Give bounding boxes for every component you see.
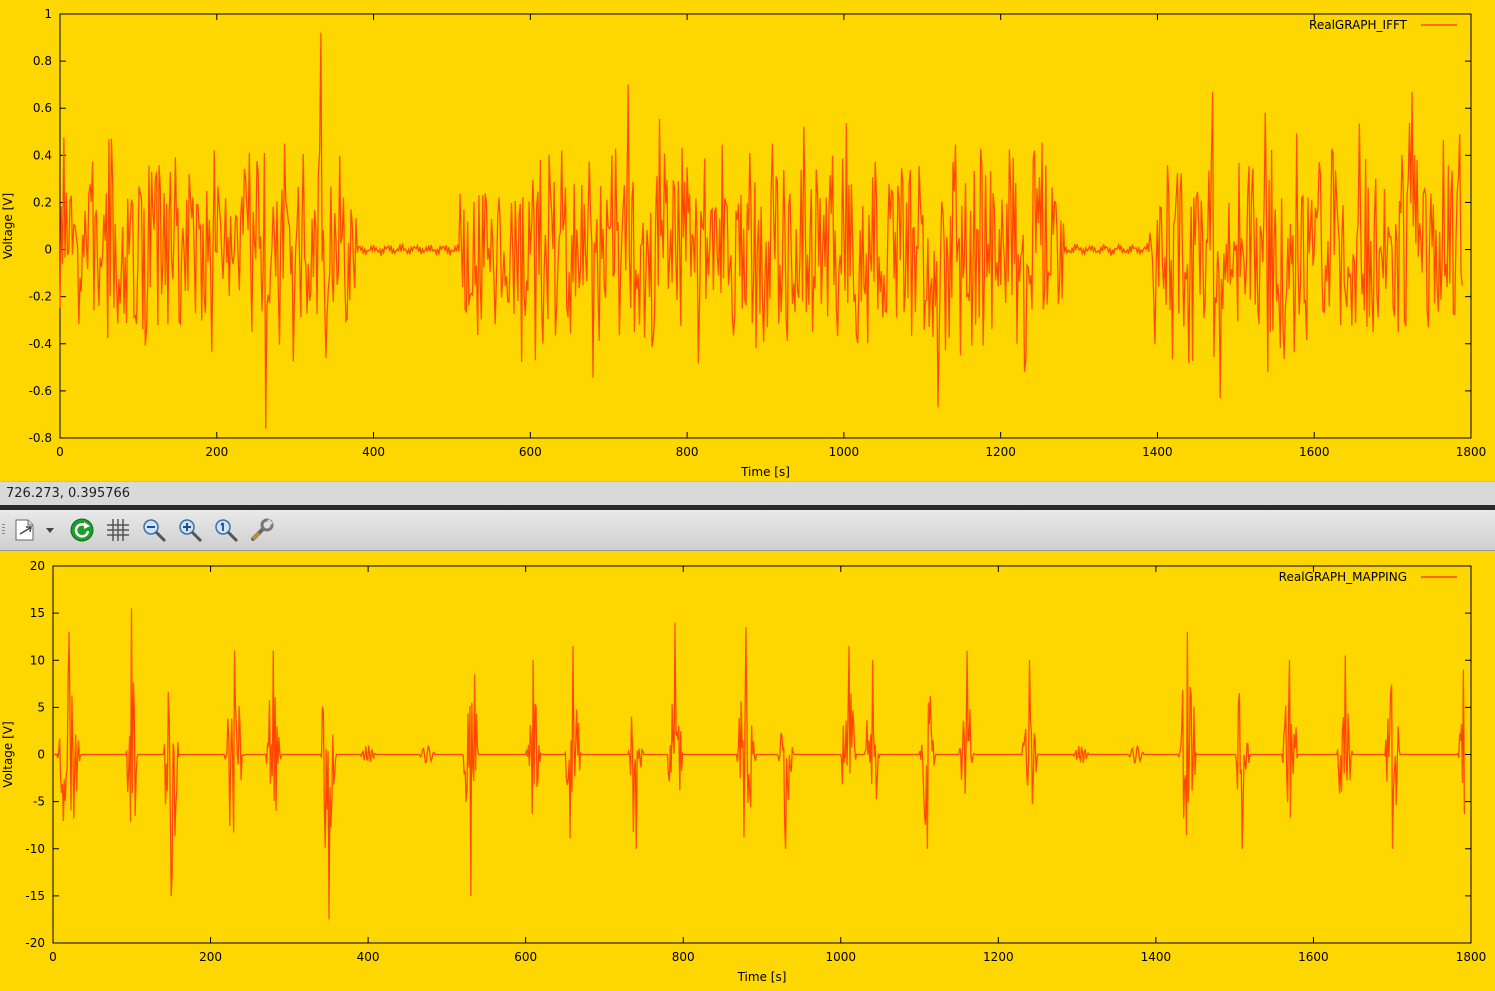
- y-tick-label: 0.4: [33, 148, 52, 162]
- panel-splitter[interactable]: [0, 505, 1495, 510]
- x-tick-label: 0: [49, 950, 57, 964]
- y-tick-label: 0: [37, 748, 45, 762]
- zoom-reset-button[interactable]: [212, 516, 240, 544]
- x-tick-label: 1200: [983, 950, 1014, 964]
- x-tick-label: 1400: [1142, 445, 1173, 459]
- zoom-in-icon: [179, 519, 203, 543]
- y-tick-label: -5: [33, 795, 45, 809]
- coordinate-readout: 726.273, 0.395766: [6, 486, 131, 501]
- x-tick-label: 800: [672, 950, 695, 964]
- y-tick-label: -0.2: [29, 290, 52, 304]
- x-tick-label: 0: [56, 445, 64, 459]
- x-tick-label: 600: [514, 950, 537, 964]
- y-tick-label: -20: [25, 936, 45, 950]
- y-tick-label: 1: [44, 7, 52, 21]
- mapping-plot-panel[interactable]: 0 200 400 600 800 1000 1200 1400 1600 1800 -20 -15-…: [0, 551, 1495, 987]
- ifft-series-line-core: [59, 32, 1463, 429]
- y-tick-label: 5: [37, 700, 45, 714]
- x-tick-label: 1800: [1456, 445, 1487, 459]
- plot-toolbar: [0, 510, 1495, 551]
- x-tick-label: 1400: [1141, 950, 1172, 964]
- export-button[interactable]: [10, 516, 38, 544]
- toolbar-grip[interactable]: [2, 524, 5, 536]
- legend-label: RealGRAPH_IFFT: [1309, 18, 1408, 32]
- x-tick-label: 600: [519, 445, 542, 459]
- x-axis-label: Time [s]: [737, 970, 787, 984]
- x-tick-label: 200: [199, 950, 222, 964]
- mapping-plot-svg[interactable]: 0 200 400 600 800 1000 1200 1400 1600 1800-20-15-…: [0, 551, 1495, 987]
- x-tick-label: 1200: [985, 445, 1016, 459]
- y-tick-label: -15: [25, 889, 45, 903]
- ifft-plot-panel[interactable]: 0 200 400 600 800 1000 1200 1400 1600 1800 -0.8 -0.…: [0, 0, 1495, 481]
- y-tick-label: -10: [25, 842, 45, 856]
- x-axis-label: Time [s]: [740, 465, 790, 479]
- zoom-in-button[interactable]: [176, 516, 204, 544]
- grid-icon: [107, 519, 129, 541]
- zoom-reset-icon: [215, 519, 239, 543]
- y-tick-label: 0: [44, 243, 52, 257]
- x-tick-label: 400: [362, 445, 385, 459]
- y-axis-label: Voltage [V]: [1, 193, 15, 259]
- refresh-button[interactable]: [68, 516, 96, 544]
- status-bar: 726.273, 0.395766: [0, 481, 1495, 505]
- settings-wrench-icon: [251, 518, 274, 541]
- y-tick-label: 10: [30, 653, 45, 667]
- y-tick-label: -0.6: [29, 384, 52, 398]
- zoom-out-icon: [143, 519, 167, 543]
- x-tick-label: 200: [205, 445, 228, 459]
- grid-button[interactable]: [104, 516, 132, 544]
- settings-button[interactable]: [248, 516, 276, 544]
- plot-frame: [59, 13, 1472, 439]
- export-icon: [15, 519, 34, 541]
- x-tick-label: 1600: [1299, 445, 1330, 459]
- legend-label: RealGRAPH_MAPPING: [1279, 570, 1407, 584]
- mapping-series-line-core: [53, 608, 1465, 920]
- dropdown-arrow-icon: [46, 528, 54, 533]
- ifft-series-line: [59, 32, 1463, 429]
- y-tick-label: 15: [30, 606, 45, 620]
- y-tick-label: -0.4: [29, 337, 52, 351]
- y-tick-label: 0.8: [33, 54, 52, 68]
- y-tick-label: 0.2: [33, 195, 52, 209]
- x-tick-label: 400: [357, 950, 380, 964]
- mapping-series-line: [53, 608, 1465, 920]
- x-tick-label: 800: [676, 445, 699, 459]
- y-axis-label: Voltage [V]: [1, 721, 15, 787]
- x-tick-label: 1800: [1456, 950, 1487, 964]
- refresh-icon: [70, 518, 94, 542]
- ifft-plot-svg[interactable]: 0 200 400 600 800 1000 1200 1400 1600 1800 -0.8 -0.…: [0, 0, 1495, 481]
- x-tick-label: 1000: [829, 445, 860, 459]
- zoom-out-button[interactable]: [140, 516, 168, 544]
- export-dropdown-button[interactable]: [41, 516, 59, 544]
- y-tick-label: 0.6: [33, 101, 52, 115]
- x-tick-label: 1000: [826, 950, 857, 964]
- x-tick-label: 1600: [1298, 950, 1329, 964]
- y-tick-label: -0.8: [29, 431, 52, 445]
- y-tick-label: 20: [30, 559, 45, 573]
